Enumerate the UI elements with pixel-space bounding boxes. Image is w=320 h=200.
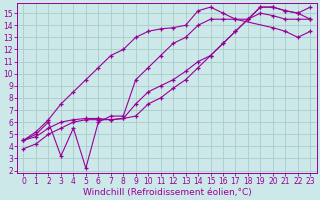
X-axis label: Windchill (Refroidissement éolien,°C): Windchill (Refroidissement éolien,°C)	[83, 188, 251, 197]
